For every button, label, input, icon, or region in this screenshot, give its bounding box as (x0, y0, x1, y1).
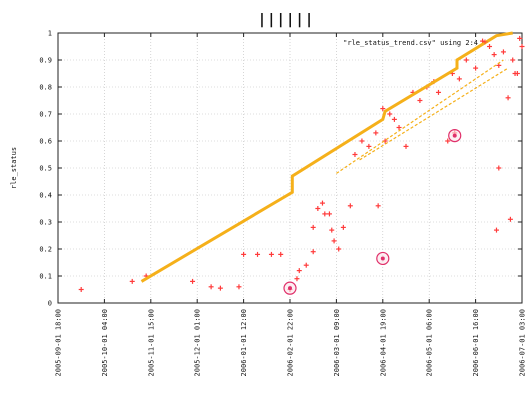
data-point (319, 200, 325, 206)
highlighted-point (283, 281, 297, 295)
x-tick-label: 2006-03-01 09:00 (333, 309, 341, 376)
series-layer (78, 31, 525, 295)
data-point (217, 285, 223, 291)
data-point (517, 35, 523, 41)
data-point (326, 211, 332, 217)
data-point (380, 106, 386, 112)
data-point (505, 95, 511, 101)
data-point (78, 287, 84, 292)
y-tick-label: 0.9 (39, 57, 52, 65)
data-point (329, 227, 335, 233)
data-point (310, 249, 316, 255)
series-2 (336, 59, 504, 174)
highlight-dot (452, 133, 457, 138)
legend-marker: + (482, 37, 488, 48)
data-point (190, 278, 196, 284)
y-tick-label: 0.1 (39, 273, 52, 281)
data-point (310, 224, 316, 230)
data-point (473, 65, 479, 71)
data-point (336, 246, 342, 252)
trend-dashed-line (359, 67, 509, 161)
series-3 (359, 67, 509, 161)
trend-line (140, 31, 513, 283)
data-point (445, 138, 451, 144)
x-tick-label: 2006-05-01 06:00 (426, 309, 434, 376)
data-point (236, 284, 242, 290)
data-point (359, 138, 365, 144)
data-point (322, 211, 328, 217)
data-point (403, 143, 409, 149)
y-tick-label: 0.8 (39, 84, 52, 92)
data-point (510, 57, 516, 63)
data-point (255, 251, 261, 257)
data-point (352, 152, 358, 157)
data-point (507, 216, 513, 222)
x-tick-label: 2006-07-01 03:00 (519, 309, 527, 376)
highlighted-point (376, 251, 390, 266)
data-point (366, 143, 372, 149)
data-point (391, 116, 397, 122)
y-tick-label: 0.4 (39, 192, 52, 200)
data-point (435, 89, 441, 95)
highlighted-point (448, 129, 462, 143)
data-point (296, 268, 302, 274)
x-tick-label: 2005-11-01 15:00 (147, 309, 155, 376)
x-axis: 2005-09-01 18:00 2005-10-01 04:00 2005-11-… (55, 33, 527, 376)
data-point (129, 278, 135, 284)
highlight-dot (288, 286, 292, 291)
data-point (519, 44, 525, 49)
legend-label: "rle_status_trend.csv" using 2:4 (343, 39, 478, 47)
data-point (396, 125, 402, 130)
data-point (331, 238, 337, 244)
data-point (208, 284, 214, 290)
data-point (347, 203, 353, 209)
series-1 (140, 31, 513, 283)
data-point (500, 49, 506, 55)
data-point (278, 251, 284, 257)
y-tick-label: 0.6 (39, 138, 52, 146)
x-tick-label: 2005-10-01 04:00 (101, 309, 109, 376)
data-point (387, 111, 393, 117)
data-point (268, 251, 274, 257)
y-tick-label: 0.5 (39, 165, 52, 173)
y-axis: 0 0.1 0.2 0.3 0.4 0.5 0.6 0.7 0.8 0.9 1 (39, 30, 522, 308)
y-tick-label: 0.2 (39, 246, 52, 254)
y-tick-label: 1 (48, 30, 52, 38)
series-0 (78, 35, 525, 292)
data-point (463, 57, 469, 63)
data-point (496, 165, 502, 171)
highlight-dot (380, 256, 385, 261)
x-tick-label: 2006-01-01 12:00 (240, 309, 248, 376)
data-point (373, 130, 379, 136)
data-point (456, 76, 462, 82)
data-point (375, 203, 381, 209)
y-axis-label: rle_status (10, 147, 18, 189)
data-point (241, 251, 247, 257)
data-point (493, 227, 499, 233)
x-tick-label: 2006-02-01 22:00 (287, 309, 295, 376)
x-tick-label: 2005-09-01 18:00 (55, 309, 63, 376)
data-point (487, 44, 493, 49)
y-tick-label: 0.7 (39, 111, 52, 119)
x-tick-label: 2006-06-01 16:00 (472, 309, 480, 376)
data-point (417, 98, 423, 103)
data-point (491, 52, 497, 58)
data-point (294, 276, 300, 282)
data-point (340, 224, 346, 230)
data-point (514, 71, 520, 76)
y-tick-label: 0.3 (39, 219, 52, 227)
x-tick-label: 2006-04-01 19:00 (379, 309, 387, 376)
x-tick-label: 2005-12-01 01:00 (194, 309, 202, 376)
y-tick-label: 0 (48, 300, 52, 308)
data-point (315, 206, 321, 211)
chart-title: |||||| (258, 12, 315, 28)
data-point (303, 262, 309, 268)
trend-dashed-line (336, 59, 504, 174)
